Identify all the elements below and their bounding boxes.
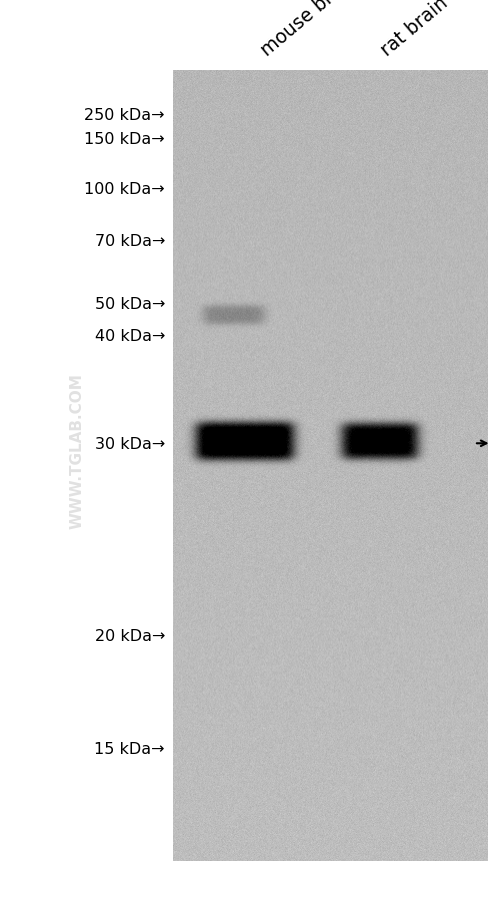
- Text: 150 kDa→: 150 kDa→: [84, 133, 165, 147]
- Text: mouse brain: mouse brain: [258, 0, 360, 60]
- Text: 20 kDa→: 20 kDa→: [94, 629, 165, 643]
- Text: 100 kDa→: 100 kDa→: [84, 182, 165, 197]
- Text: 40 kDa→: 40 kDa→: [94, 329, 165, 344]
- Text: 70 kDa→: 70 kDa→: [94, 234, 165, 248]
- Text: 15 kDa→: 15 kDa→: [94, 741, 165, 756]
- Text: WWW.TGLAB.COM: WWW.TGLAB.COM: [70, 373, 85, 529]
- Text: 50 kDa→: 50 kDa→: [94, 297, 165, 311]
- Text: 30 kDa→: 30 kDa→: [95, 437, 165, 451]
- Text: 250 kDa→: 250 kDa→: [84, 108, 165, 123]
- Text: rat brain: rat brain: [378, 0, 452, 60]
